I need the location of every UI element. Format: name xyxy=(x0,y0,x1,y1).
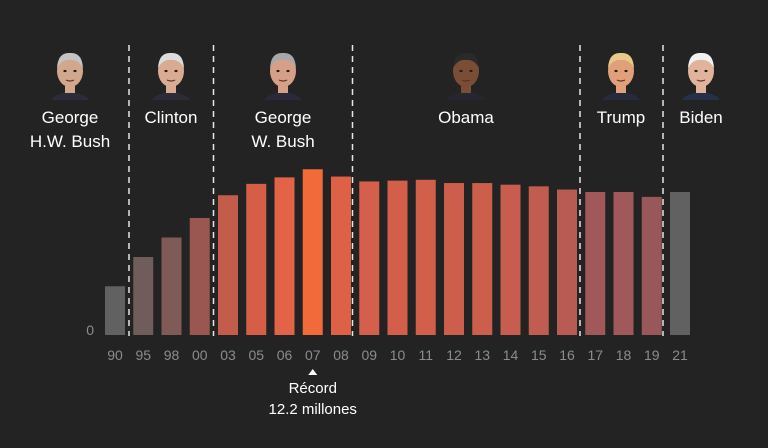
bar-18 xyxy=(613,192,634,335)
bar-19 xyxy=(641,196,662,335)
president-label-trump-1: Trump xyxy=(597,108,646,127)
y-zero-label: 0 xyxy=(86,322,94,338)
tick-label-19: 19 xyxy=(644,347,660,363)
president-label-obama-1: Obama xyxy=(438,108,494,127)
tick-label-90: 90 xyxy=(107,347,123,363)
tick-label-95: 95 xyxy=(135,347,151,363)
portrait-biden xyxy=(683,52,719,100)
tick-label-16: 16 xyxy=(559,347,575,363)
record-annotation-line-1: Récord xyxy=(289,380,337,397)
bar-98 xyxy=(161,237,182,335)
bar-95 xyxy=(133,257,154,335)
bar-16 xyxy=(557,189,577,335)
president-clinton: Clinton xyxy=(145,52,198,127)
portrait-clinton xyxy=(153,52,189,100)
president-obama: Obama xyxy=(438,52,494,127)
president-label-george-h-w-bush-2: H.W. Bush xyxy=(30,132,110,151)
bar-12 xyxy=(444,183,464,335)
record-annotation: Récord 12.2 millones xyxy=(269,369,357,418)
bar-05 xyxy=(246,183,267,335)
x-tick-labels: 90 95 98 00 03 05 06 07 08 09 10 11 12 13 14 15 16 17 18 19… xyxy=(107,347,688,363)
portrait-george-w-bush xyxy=(265,52,301,100)
president-trump: Trump xyxy=(597,52,646,127)
president-label-clinton-1: Clinton xyxy=(145,108,198,127)
tick-label-17: 17 xyxy=(587,347,603,363)
president-label-george-w-bush-2: W. Bush xyxy=(251,132,314,151)
tick-label-10: 10 xyxy=(390,347,406,363)
bar-03 xyxy=(218,195,238,335)
bars xyxy=(105,169,690,335)
tick-label-05: 05 xyxy=(248,347,264,363)
bar-90 xyxy=(105,286,125,335)
bar-15 xyxy=(528,186,549,335)
tick-label-06: 06 xyxy=(277,347,293,363)
president-biden: Biden xyxy=(679,52,723,127)
bar-13 xyxy=(472,183,493,335)
bar-07 xyxy=(302,169,323,335)
tick-label-03: 03 xyxy=(220,347,236,363)
bar-09 xyxy=(359,181,380,335)
bar-10 xyxy=(387,180,408,335)
president-george-w-bush: George W. Bush xyxy=(251,52,315,151)
portrait-george-h-w-bush xyxy=(52,52,88,100)
tick-label-00: 00 xyxy=(192,347,208,363)
term-dividers xyxy=(128,45,664,336)
tick-label-08: 08 xyxy=(333,347,349,363)
tick-label-21: 21 xyxy=(672,347,688,363)
tick-label-13: 13 xyxy=(474,347,490,363)
bar-17 xyxy=(585,192,606,335)
bar-21 xyxy=(670,192,690,335)
bar-00 xyxy=(189,218,210,335)
portrait-trump xyxy=(603,52,639,100)
bar-06 xyxy=(274,177,295,335)
tick-label-18: 18 xyxy=(616,347,632,363)
tick-label-98: 98 xyxy=(164,347,180,363)
bar-11 xyxy=(415,179,436,335)
president-label-biden-1: Biden xyxy=(679,108,722,127)
record-marker-triangle xyxy=(308,369,318,375)
tick-label-15: 15 xyxy=(531,347,547,363)
record-annotation-line-2: 12.2 millones xyxy=(269,401,357,418)
tick-label-07: 07 xyxy=(305,347,321,363)
bar-08 xyxy=(331,176,351,335)
bar-14 xyxy=(500,184,521,335)
president-george-h-w-bush: George H.W. Bush xyxy=(30,52,110,151)
tick-label-09: 09 xyxy=(361,347,377,363)
president-label-george-h-w-bush-1: George xyxy=(42,108,99,127)
tick-label-11: 11 xyxy=(418,347,433,363)
tick-label-14: 14 xyxy=(503,347,519,363)
president-label-george-w-bush-1: George xyxy=(255,108,312,127)
portrait-obama xyxy=(448,52,484,100)
tick-label-12: 12 xyxy=(446,347,462,363)
